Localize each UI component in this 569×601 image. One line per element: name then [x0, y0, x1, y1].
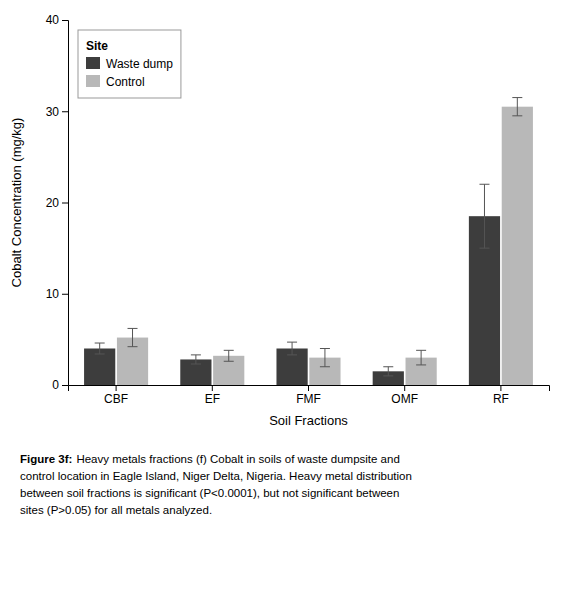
- legend-title: Site: [86, 39, 108, 53]
- legend-swatch: [86, 57, 100, 69]
- x-tick: OMF: [391, 385, 418, 406]
- error-bar: [479, 184, 489, 248]
- error-bar-line: [95, 343, 105, 344]
- legend-label: Control: [106, 75, 145, 89]
- chart: 0 10 20 30 40 CBF EF FMF OMF RF Site Waste dump Cont…: [0, 0, 569, 601]
- error-bar-line: [388, 367, 389, 376]
- x-tick-label: CBF: [104, 392, 128, 406]
- error-bar: [95, 343, 105, 354]
- marks: [84, 98, 533, 385]
- error-bar-line: [416, 364, 426, 365]
- error-bar-line: [320, 366, 330, 367]
- x-tick-label: EF: [205, 392, 220, 406]
- legend-frame: [78, 30, 181, 98]
- caption-line: control location in Eagle Island, Niger …: [20, 470, 412, 482]
- error-bar: [512, 98, 522, 116]
- error-bar-line: [228, 350, 229, 361]
- y-tick-mark: [62, 111, 68, 112]
- y-axis-line: [62, 21, 69, 386]
- x-tick: FMF: [296, 385, 321, 406]
- error-bar-line: [128, 328, 138, 329]
- y-tick-mark: [62, 385, 68, 386]
- error-bar-line: [195, 355, 196, 364]
- x-tick-label: FMF: [296, 392, 321, 406]
- error-bar-line: [99, 343, 100, 354]
- error-bar-line: [416, 350, 426, 351]
- caption-line: between soil fractions is significant (P…: [20, 487, 399, 499]
- y-tick-mark: [62, 20, 68, 21]
- y-tick: 20: [46, 196, 68, 210]
- error-bar-line: [512, 115, 522, 116]
- y-tick: 40: [46, 13, 68, 27]
- error-bar-line: [292, 342, 293, 355]
- bar: [84, 349, 115, 386]
- x-tick-mark: [404, 385, 405, 391]
- legend: Site Waste dump Control: [78, 30, 181, 98]
- error-bar: [383, 367, 393, 376]
- y-tick-label: 20: [46, 196, 60, 210]
- error-bar-line: [320, 348, 330, 349]
- y-tick-label: 0: [52, 378, 59, 392]
- caption-lead: Figure 3f:: [20, 453, 72, 465]
- y-axis: 0 10 20 30 40: [46, 13, 69, 392]
- error-bar: [416, 350, 426, 365]
- caption-line: sites (P>0.05) for all metals analyzed.: [20, 504, 212, 516]
- error-bar: [224, 350, 234, 361]
- x-axis-title: Soil Fractions: [269, 413, 348, 428]
- x-axis-line: [69, 386, 550, 392]
- error-bar-line: [383, 375, 393, 376]
- y-tick-mark: [62, 294, 68, 295]
- y-tick: 0: [52, 378, 68, 392]
- x-axis: CBF EF FMF OMF RF: [69, 385, 550, 406]
- y-tick-mark: [62, 203, 68, 204]
- y-tick-label: 10: [46, 287, 60, 301]
- legend-swatch: [86, 75, 100, 87]
- error-bar-line: [128, 346, 138, 347]
- error-bar-line: [383, 366, 393, 367]
- error-bar: [191, 355, 201, 364]
- error-bar-line: [479, 184, 489, 185]
- x-tick-label: RF: [493, 392, 509, 406]
- x-tick-mark: [308, 385, 309, 391]
- error-bar-line: [479, 248, 489, 249]
- error-bar-line: [421, 350, 422, 365]
- error-bar: [287, 342, 297, 355]
- y-tick-label: 40: [46, 13, 60, 27]
- error-bar-line: [191, 354, 201, 355]
- error-bar: [128, 328, 138, 346]
- x-tick: EF: [205, 385, 220, 406]
- plot: 0 10 20 30 40 CBF EF FMF OMF RF Site Waste dump Cont…: [46, 13, 550, 405]
- caption-line: Heavy metals fractions (f) Cobalt in soi…: [76, 453, 399, 465]
- x-tick-mark: [116, 385, 117, 391]
- caption: Figure 3f: Heavy metals fractions (f) Cob…: [20, 453, 412, 516]
- x-tick: CBF: [104, 385, 128, 406]
- x-tick-mark: [212, 385, 213, 391]
- error-bar-line: [95, 353, 105, 354]
- error-bar-line: [287, 354, 297, 355]
- x-tick: RF: [493, 385, 509, 406]
- error-bar: [320, 349, 330, 367]
- y-tick: 30: [46, 105, 68, 119]
- error-bar-line: [484, 184, 485, 248]
- error-bar-line: [517, 98, 518, 116]
- series: [117, 98, 533, 385]
- error-bar-line: [132, 328, 133, 346]
- x-tick-mark: [500, 385, 501, 391]
- bar: [502, 107, 533, 385]
- legend-label: Waste dump: [106, 57, 173, 71]
- series: [84, 184, 500, 385]
- y-axis-title: Cobalt Concentration (mg/kg): [9, 118, 24, 288]
- error-bar-line: [224, 350, 234, 351]
- error-bar-line: [287, 342, 297, 343]
- x-tick-label: OMF: [391, 392, 418, 406]
- error-bar-line: [191, 364, 201, 365]
- error-bar-line: [324, 349, 325, 367]
- error-bar-line: [512, 97, 522, 98]
- y-tick-label: 30: [46, 105, 60, 119]
- y-tick: 10: [46, 287, 68, 301]
- error-bar-line: [224, 361, 234, 362]
